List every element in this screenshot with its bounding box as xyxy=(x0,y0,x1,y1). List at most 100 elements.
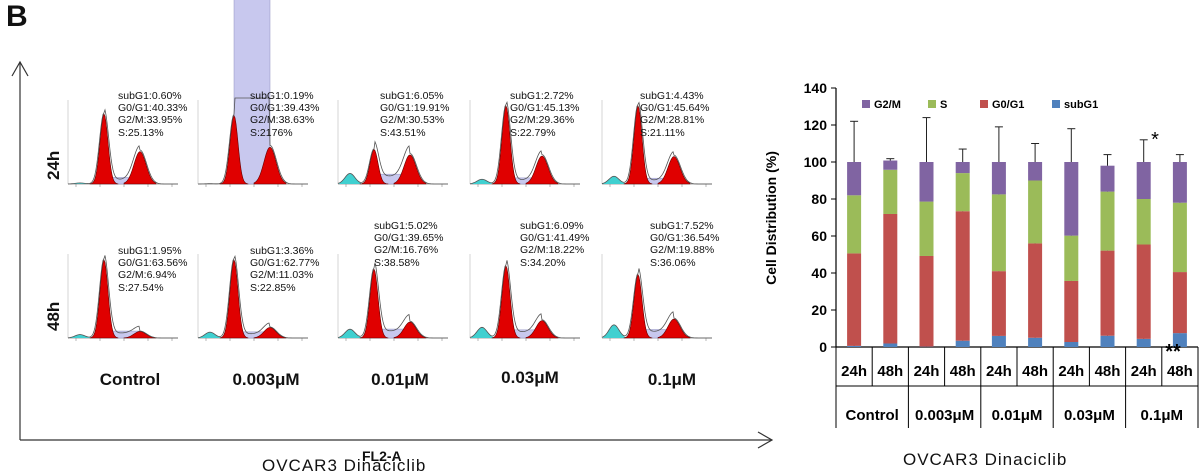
histogram-outline xyxy=(67,108,178,185)
y-tick-label: 60 xyxy=(811,228,827,244)
bar-S-8 xyxy=(1136,199,1151,245)
stat-24h-control: subG1:0.60% G0/G1:40.33% G2/M:33.95% S:2… xyxy=(118,90,187,139)
stat-s: S:22.79% xyxy=(510,126,556,139)
bar-marks xyxy=(847,117,1187,347)
panel-letter: B xyxy=(6,0,28,33)
x-tick-label: 24h xyxy=(841,363,867,380)
s-phase-fit xyxy=(233,0,271,185)
bar-subG1-0 xyxy=(847,345,862,347)
bar-S-9 xyxy=(1172,202,1187,273)
y-tick-label: 0 xyxy=(819,339,827,355)
x-tick-label: 48h xyxy=(877,363,903,380)
stat-s: S:22.85% xyxy=(250,281,296,294)
bar-G2M-6 xyxy=(1064,162,1079,236)
bar-G0G1-3 xyxy=(955,211,970,341)
bar-S-7 xyxy=(1100,191,1115,251)
bar-G0G1-2 xyxy=(919,255,934,347)
x-tick-label: 24h xyxy=(986,363,1012,380)
subg1-peak xyxy=(68,334,92,338)
x-tick-label: 24h xyxy=(1131,363,1157,380)
histogram-outline xyxy=(337,140,448,185)
condition-label-001: 0.01μM xyxy=(371,370,429,389)
bar-subG1-7 xyxy=(1100,335,1115,347)
y-axis-title: Cell Distribution (%) xyxy=(763,151,779,285)
stat-g0g1: G0/G1:45.13% xyxy=(510,102,580,115)
stat-s: S:43.51% xyxy=(380,126,426,139)
histogram-1-1 xyxy=(197,254,308,341)
stacked-bar-chart: Cell Distribution (%) 0 20 40 60 80 100 120 140… xyxy=(763,80,1199,428)
bar-S-6 xyxy=(1064,235,1079,281)
left-bottom-title: OVCAR3 Dinaciclib xyxy=(262,456,427,475)
histogram-0-1 xyxy=(197,0,308,187)
bar-G0G1-7 xyxy=(1100,250,1115,336)
y-tick-label: 100 xyxy=(804,154,828,170)
left-axes xyxy=(11,60,774,449)
stat-g0g1: G0/G1:45.64% xyxy=(640,102,710,115)
histogram-1-3 xyxy=(469,254,580,341)
significance-star-top: * xyxy=(1151,129,1159,151)
y-tick-label: 20 xyxy=(811,302,827,318)
stat-subg1: subG1:0.19% xyxy=(250,90,314,102)
group-label: 0.01μM xyxy=(992,407,1043,424)
x-axis-label-fl2a: FL2-A xyxy=(362,448,402,464)
legend-label: subG1 xyxy=(1064,99,1098,111)
bar-G0G1-6 xyxy=(1064,280,1079,343)
legend: G2/M S G0/G1 subG1 xyxy=(862,99,1098,111)
y-tick-label: 120 xyxy=(804,117,828,133)
bar-G0G1-0 xyxy=(847,253,862,346)
g2m-peak xyxy=(525,320,559,339)
bar-G2M-1 xyxy=(883,160,898,170)
legend-swatch xyxy=(1052,100,1060,108)
bar-G0G1-1 xyxy=(883,213,898,344)
group-label: 0.03μM xyxy=(1064,407,1115,424)
histogram-1-2 xyxy=(337,254,448,341)
stat-g2m: G2/M:30.53% xyxy=(380,114,445,127)
y-tick-label: 80 xyxy=(811,191,827,207)
y-arrow-head xyxy=(11,60,29,77)
stat-48h-003: subG1:6.09% G0/G1:41.49% G2/M:18.22% S:3… xyxy=(520,220,589,269)
stat-g2m: G2/M:33.95% xyxy=(118,114,183,127)
stat-g0g1: G0/G1:36.54% xyxy=(650,232,720,245)
legend-swatch xyxy=(980,100,988,108)
g2m-peak xyxy=(657,318,691,339)
group-label: 0.003μM xyxy=(915,407,974,424)
g2m-peak xyxy=(253,146,287,185)
stat-g2m: G2/M:11.03% xyxy=(250,269,314,282)
group-label: 0.1μM xyxy=(1141,407,1184,424)
x-tick-label: 48h xyxy=(1095,363,1121,380)
g0g1-peak xyxy=(219,114,249,185)
subg1-peak xyxy=(602,176,626,184)
stat-g0g1: G0/G1:63.56% xyxy=(118,257,188,270)
legend-label: G0/G1 xyxy=(992,99,1024,111)
bar-G0G1-5 xyxy=(1028,243,1043,338)
stat-g0g1: G0/G1:62.77% xyxy=(250,257,320,270)
bar-subG1-5 xyxy=(1028,337,1043,347)
g2m-peak xyxy=(123,151,157,185)
histogram-0-2 xyxy=(337,100,448,187)
stat-s: S:27.54% xyxy=(118,281,164,294)
histogram-0-4 xyxy=(601,100,712,187)
g0g1-peak xyxy=(623,274,653,339)
subg1-peak xyxy=(470,179,494,184)
condition-label-003: 0.03μM xyxy=(501,368,559,387)
x-tick-label: 48h xyxy=(950,363,976,380)
bar-S-5 xyxy=(1028,180,1043,244)
stat-subg1: subG1:6.05% xyxy=(380,90,444,102)
histogram-outline xyxy=(601,268,712,339)
histogram-outline xyxy=(601,101,712,185)
significance-star-bottom: ** xyxy=(1165,341,1181,363)
condition-label-0003: 0.003μM xyxy=(232,370,300,389)
stat-g0g1: G0/G1:19.91% xyxy=(380,102,450,115)
stat-subg1: subG1:2.72% xyxy=(510,90,574,102)
stat-24h-0003: subG1:0.19% G0/G1:39.43% G2/M:38.63% S:2… xyxy=(250,90,319,139)
stat-g2m: G2/M:38.63% xyxy=(250,114,315,127)
bar-subG1-1 xyxy=(883,343,898,347)
stat-g0g1: G0/G1:41.49% xyxy=(520,232,590,245)
x-tick-label: 48h xyxy=(1167,363,1193,380)
x-tick-label: 48h xyxy=(1022,363,1048,380)
bar-S-4 xyxy=(991,194,1006,272)
bar-subG1-3 xyxy=(955,340,970,347)
stat-subg1: subG1:3.36% xyxy=(250,245,314,257)
stat-subg1: subG1:5.02% xyxy=(374,220,438,232)
bar-G2M-0 xyxy=(847,162,862,196)
